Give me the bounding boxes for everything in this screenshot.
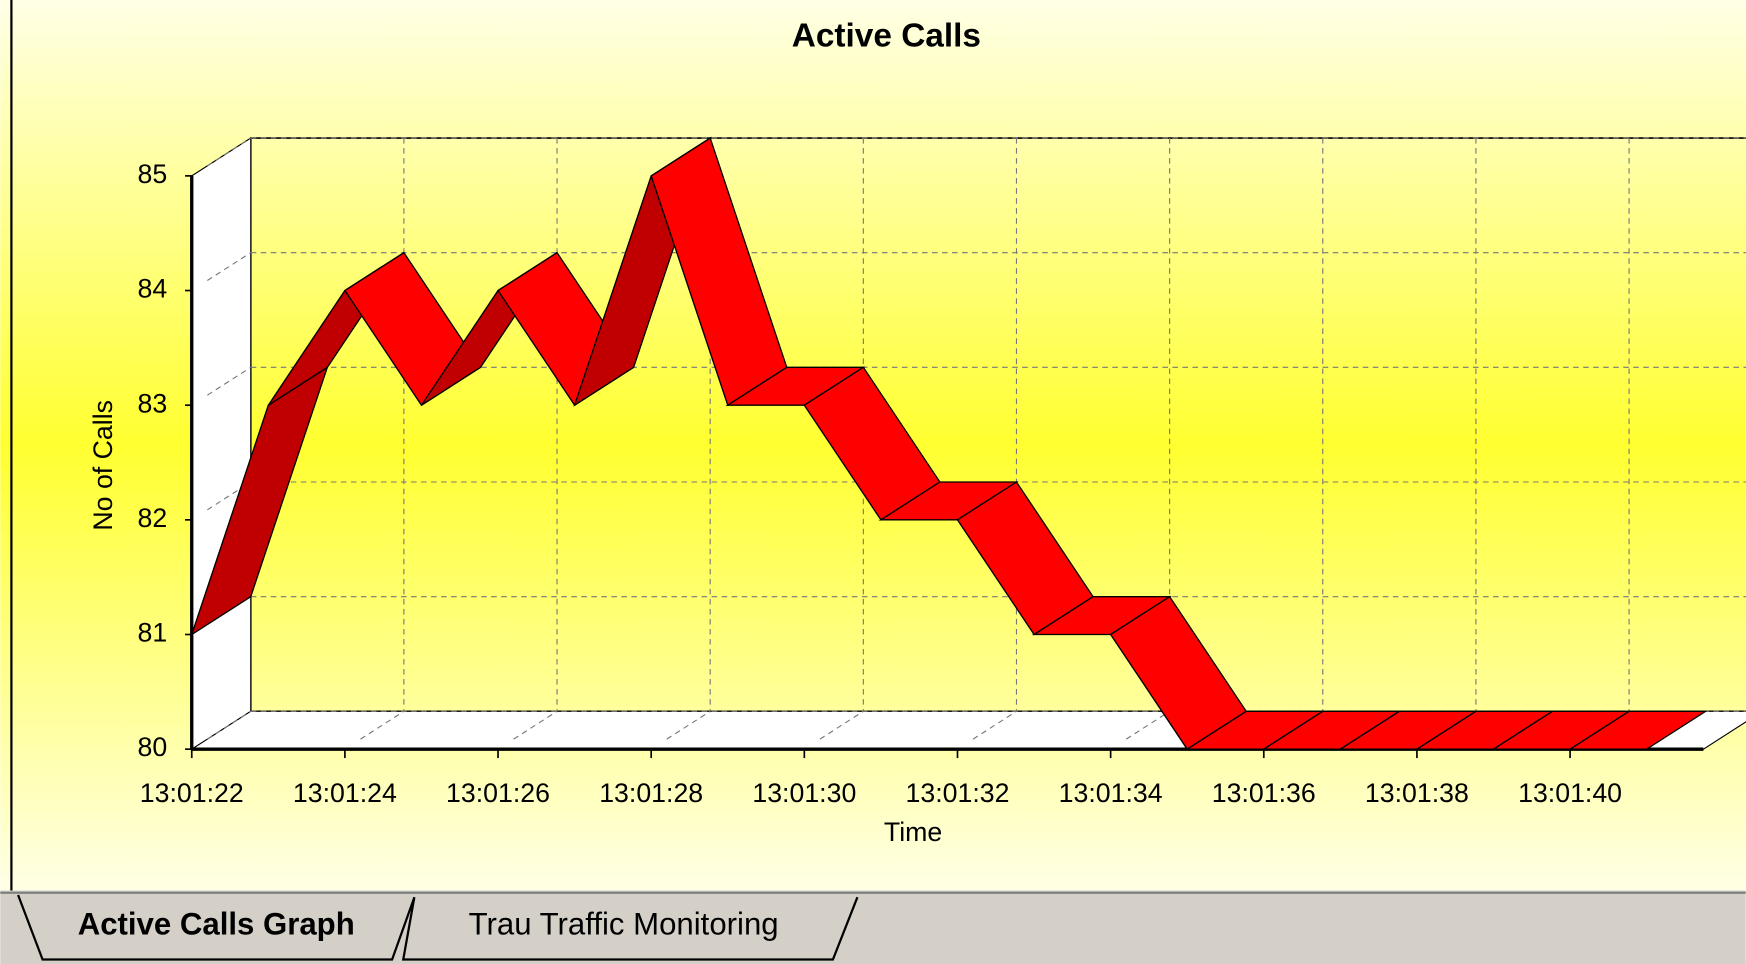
y-tick-label: 80 xyxy=(138,732,168,762)
grid-line xyxy=(1125,710,1170,740)
x-tick-label: 13:01:24 xyxy=(293,778,397,808)
x-tick-label: 13:01:28 xyxy=(599,778,703,808)
x-tick-label: 13:01:38 xyxy=(1365,778,1469,808)
side-wall xyxy=(191,137,252,751)
grid-line xyxy=(207,710,252,740)
x-tick-label: 13:01:40 xyxy=(1518,778,1622,808)
grid-line xyxy=(819,710,864,740)
y-tick-label: 81 xyxy=(138,618,168,648)
y-tick-label: 83 xyxy=(138,388,168,418)
tab-inactive[interactable] xyxy=(401,896,859,961)
y-tick-label: 82 xyxy=(138,503,168,533)
x-tick-label: 13:01:32 xyxy=(906,778,1010,808)
grid-line xyxy=(207,137,252,167)
x-axis-label: Time xyxy=(884,817,942,847)
grid-line xyxy=(360,710,405,740)
x-tick-label: 13:01:30 xyxy=(752,778,856,808)
y-axis-label: No of Calls xyxy=(88,400,118,531)
ribbon-segment xyxy=(1567,710,1708,750)
grid-line xyxy=(666,710,711,740)
x-tick-label: 13:01:34 xyxy=(1059,778,1163,808)
grid-line xyxy=(207,252,252,281)
tab-active[interactable] xyxy=(17,894,416,961)
y-tick-label: 84 xyxy=(138,274,168,304)
x-tick-label: 13:01:36 xyxy=(1212,778,1316,808)
x-tick-label: 13:01:22 xyxy=(140,778,244,808)
tab-label[interactable]: Active Calls Graph xyxy=(78,906,355,941)
tab-label[interactable]: Trau Traffic Monitoring xyxy=(469,906,779,941)
y-tick-label: 85 xyxy=(138,159,168,189)
x-tick-label: 13:01:26 xyxy=(446,778,550,808)
grid-line xyxy=(972,710,1017,740)
chart-title: Active Calls xyxy=(792,18,981,55)
grid-line xyxy=(513,710,558,740)
grid-line xyxy=(207,366,252,396)
